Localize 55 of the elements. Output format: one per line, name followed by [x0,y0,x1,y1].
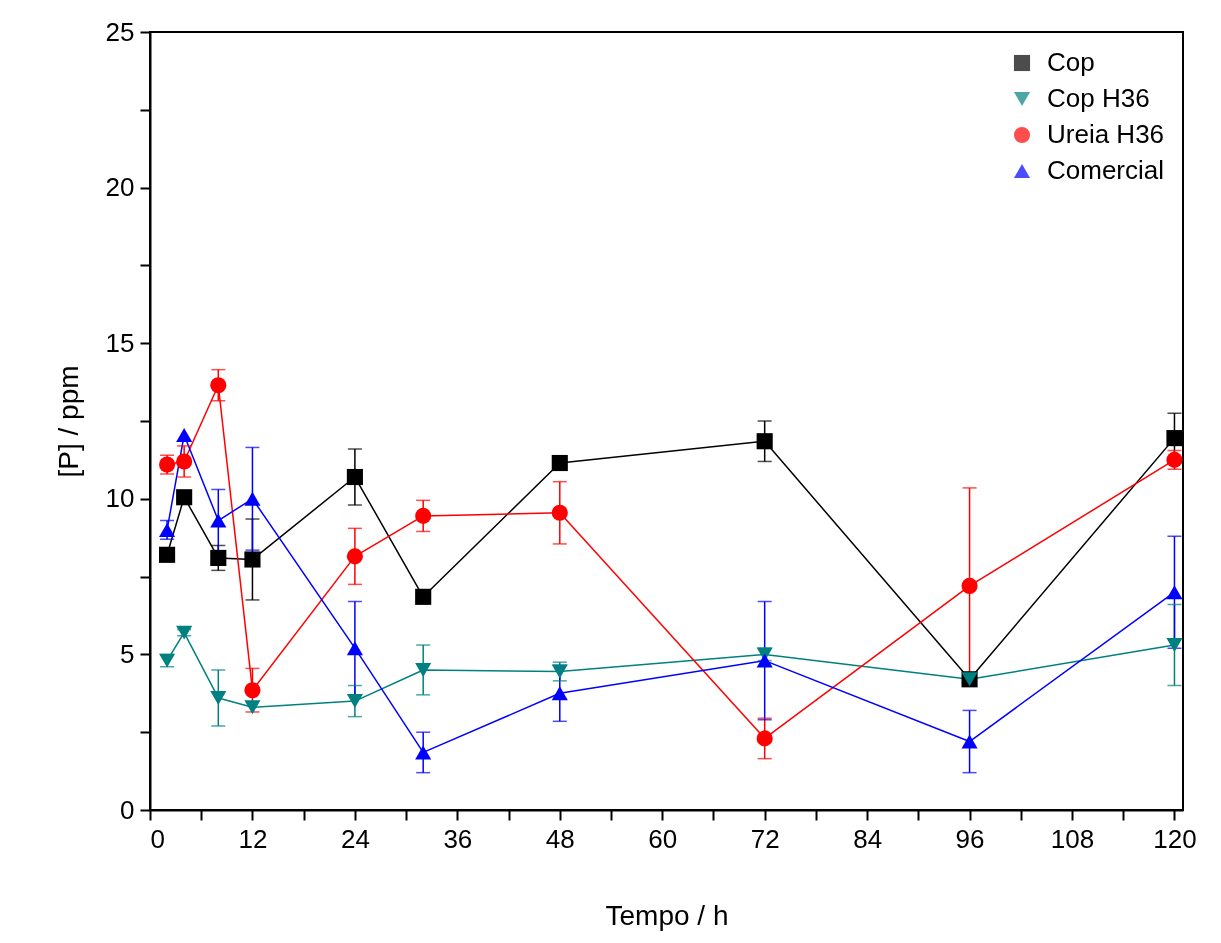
x-tick-label: 84 [853,823,883,854]
point [244,700,261,715]
x-tick-label: 36 [443,823,473,854]
x-tick-label: 24 [340,823,370,854]
point [210,377,227,394]
x-tick-label: 120 [1153,823,1197,854]
point [756,433,773,450]
point [1166,585,1183,600]
point [346,468,363,486]
point [176,453,193,470]
x-tick-label: 12 [238,823,268,854]
point [159,522,176,537]
legend-label: Cop [1047,47,1095,77]
point [244,491,261,506]
point [159,546,176,563]
point [346,548,363,565]
point [961,734,978,749]
x-tick-label: 108 [1050,823,1095,854]
y-tick-label: 0 [120,794,135,825]
x-axis-title: Tempo / h [605,899,729,931]
y-tick-label: 20 [105,172,135,203]
x-tick-label: 60 [648,823,678,854]
point [210,690,227,705]
x-tick-label: 48 [545,823,575,854]
point [210,549,227,566]
point [415,507,432,524]
point [415,588,432,605]
point [551,686,568,701]
point [176,428,193,442]
x-tick-label: 72 [750,823,780,854]
legend-label: Ureia H36 [1047,119,1165,149]
point [415,745,432,760]
y-tick-label: 15 [105,327,135,358]
x-tick-label: 96 [955,823,985,854]
point [1166,430,1183,447]
x-tick-label: 0 [150,823,165,854]
point [551,454,568,472]
y-axis-title: [P] / ppm [52,365,84,478]
legend-label: Comercial [1047,155,1165,185]
point [346,641,363,656]
point [176,489,193,506]
point [961,577,978,594]
point [210,513,227,528]
point [756,730,773,747]
y-tick-label: 25 [105,16,135,47]
point [346,694,363,709]
y-tick-label: 5 [120,638,135,669]
point [244,551,261,568]
point [415,662,432,677]
point [1166,638,1183,653]
legend-label: Cop H36 [1047,83,1150,113]
point [756,653,773,668]
y-tick-label: 10 [105,483,135,514]
point [244,682,261,699]
point [551,504,568,521]
